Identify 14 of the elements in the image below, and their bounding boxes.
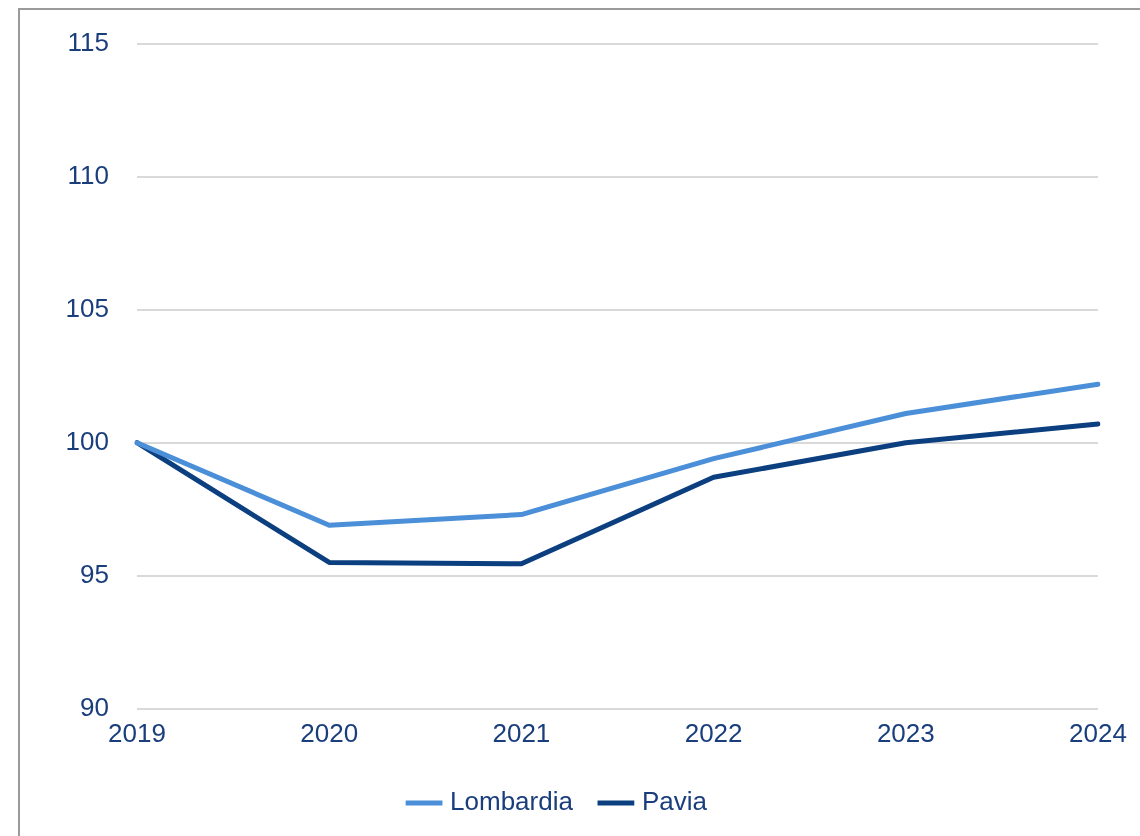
y-tick-label: 110 [67,159,109,190]
x-tick-label: 2022 [684,717,743,748]
y-tick-label: 95 [80,558,109,589]
legend-label: Pavia [641,786,708,817]
y-tick-label: 105 [65,292,109,323]
x-tick-label: 2024 [1069,717,1127,748]
x-tick-label: 2019 [108,717,166,748]
y-tick-label: 90 [80,691,109,722]
x-tick-label: 2023 [876,717,935,748]
legend-label: Lombardia [450,786,574,817]
y-tick-label: 115 [67,26,109,57]
y-tick-label: 100 [65,425,109,456]
x-tick-label: 2021 [492,717,551,748]
x-tick-label: 2020 [300,717,359,748]
